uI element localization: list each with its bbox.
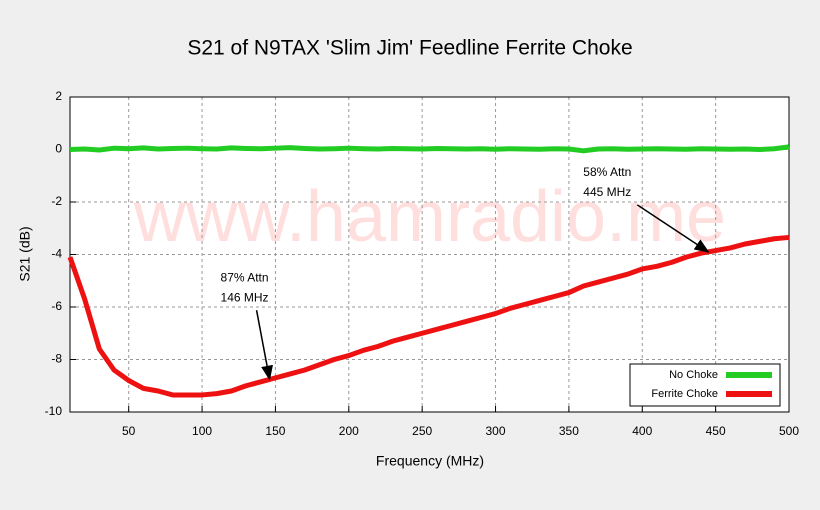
annotation-text: 58% Attn: [583, 165, 631, 179]
y-tick-label: -10: [45, 404, 63, 418]
x-axis-label: Frequency (MHz): [376, 453, 484, 469]
x-tick-label: 450: [706, 424, 726, 438]
annotation-arrow: [636, 204, 710, 253]
y-tick-label: -4: [51, 247, 62, 261]
x-tick-label: 300: [486, 424, 506, 438]
legend-label: Ferrite Choke: [651, 388, 718, 400]
watermark: www.hamradio.me: [133, 177, 726, 257]
legend-label: No Choke: [669, 369, 718, 381]
plot-frame: [69, 96, 790, 413]
y-tick-label: -6: [51, 299, 62, 313]
data-line: [69, 144, 790, 154]
y-tick-label: -8: [51, 352, 62, 366]
x-tick-label: 500: [779, 424, 799, 438]
x-tick-label: 200: [339, 424, 359, 438]
data-line: [67, 234, 790, 398]
y-tick-label: -2: [51, 194, 62, 208]
y-axis-label: S21 (dB): [17, 226, 33, 281]
annotation-text: 146 MHz: [221, 290, 269, 304]
x-tick-label: 100: [192, 424, 212, 438]
x-tick-label: 150: [265, 424, 285, 438]
x-tick-label: 350: [559, 424, 579, 438]
x-tick-label: 400: [632, 424, 652, 438]
chart-title: S21 of N9TAX 'Slim Jim' Feedline Ferrite…: [187, 37, 632, 60]
x-tick-label: 250: [412, 424, 432, 438]
legend-box: [629, 363, 781, 407]
y-tick-label: 2: [55, 89, 62, 103]
y-tick-label: 0: [55, 142, 62, 156]
annotation-arrow: [255, 310, 273, 381]
annotation-text: 87% Attn: [221, 270, 269, 284]
annotation-text: 445 MHz: [583, 185, 631, 199]
x-tick-label: 50: [122, 424, 136, 438]
